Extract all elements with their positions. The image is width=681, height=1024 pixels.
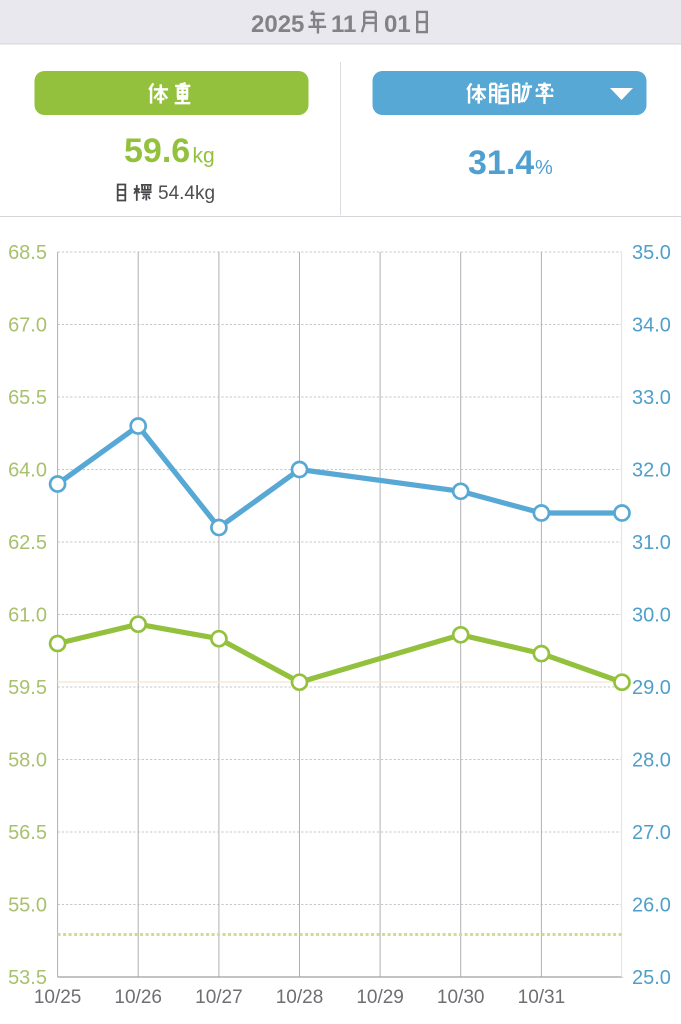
svg-text:61.0: 61.0	[8, 605, 47, 627]
svg-text:67.0: 67.0	[8, 315, 47, 337]
svg-text:01: 01	[384, 11, 411, 38]
svg-text:28.0: 28.0	[632, 750, 671, 772]
svg-text:32.0: 32.0	[632, 460, 671, 482]
svg-text:53.5: 53.5	[8, 967, 47, 989]
svg-text:56.5: 56.5	[8, 822, 47, 844]
svg-text:59.6: 59.6	[124, 132, 190, 170]
svg-text:26.0: 26.0	[632, 895, 671, 917]
svg-text:35.0: 35.0	[632, 242, 671, 264]
svg-text:54.4kg: 54.4kg	[158, 183, 215, 204]
svg-text:10/28: 10/28	[276, 987, 324, 1008]
svg-text:64.0: 64.0	[8, 460, 47, 482]
svg-text:kg: kg	[193, 145, 215, 168]
svg-text:62.5: 62.5	[8, 532, 47, 554]
svg-text:27.0: 27.0	[632, 822, 671, 844]
svg-text:10/30: 10/30	[437, 987, 485, 1008]
svg-text:25.0: 25.0	[632, 967, 671, 989]
svg-text:33.0: 33.0	[632, 387, 671, 409]
svg-text:31.4: 31.4	[468, 144, 534, 182]
svg-text:10/26: 10/26	[114, 987, 162, 1008]
svg-text:10/27: 10/27	[195, 987, 243, 1008]
svg-text:2025: 2025	[251, 11, 304, 38]
svg-text:31.0: 31.0	[632, 532, 671, 554]
svg-text:34.0: 34.0	[632, 315, 671, 337]
svg-text:68.5: 68.5	[8, 242, 47, 264]
svg-text:11: 11	[331, 11, 356, 38]
svg-text:30.0: 30.0	[632, 605, 671, 627]
svg-text:59.5: 59.5	[8, 677, 47, 699]
svg-text:10/31: 10/31	[518, 987, 566, 1008]
svg-text:29.0: 29.0	[632, 677, 671, 699]
svg-text:58.0: 58.0	[8, 750, 47, 772]
svg-text:10/29: 10/29	[356, 987, 404, 1008]
svg-text:10/25: 10/25	[34, 987, 82, 1008]
svg-text:65.5: 65.5	[8, 387, 47, 409]
svg-text:%: %	[535, 157, 553, 179]
svg-text:55.0: 55.0	[8, 895, 47, 917]
